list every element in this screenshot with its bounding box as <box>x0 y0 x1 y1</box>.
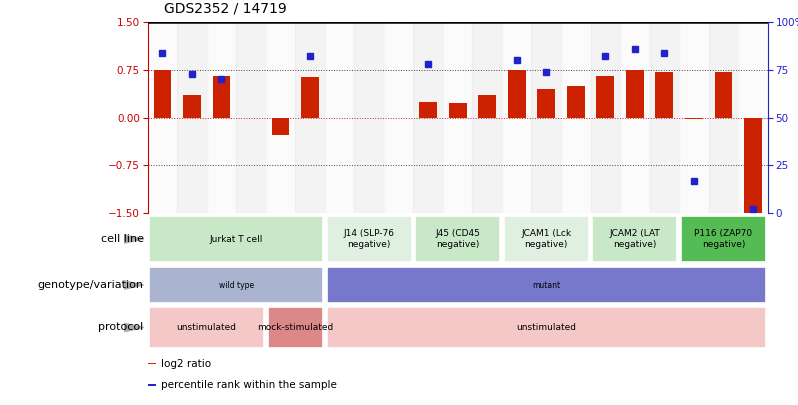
Bar <box>561 22 591 213</box>
Bar <box>177 22 207 213</box>
Bar <box>738 22 768 213</box>
Bar <box>266 22 295 213</box>
Text: unstimulated: unstimulated <box>516 323 576 332</box>
Bar <box>301 77 319 117</box>
Bar <box>472 22 502 213</box>
Bar <box>620 22 650 213</box>
Bar <box>478 95 496 117</box>
Polygon shape <box>124 323 144 332</box>
Text: JCAM1 (Lck
negative): JCAM1 (Lck negative) <box>521 229 571 249</box>
Bar <box>448 104 467 117</box>
Bar <box>148 384 156 386</box>
Bar <box>148 363 156 364</box>
Bar <box>744 117 762 213</box>
Bar <box>236 22 266 213</box>
Bar <box>419 102 437 117</box>
Bar <box>567 86 585 117</box>
Bar <box>685 117 703 119</box>
Bar <box>596 76 614 117</box>
Bar <box>508 70 526 117</box>
FancyBboxPatch shape <box>504 215 589 262</box>
Bar <box>626 70 644 117</box>
Text: J14 (SLP-76
negative): J14 (SLP-76 negative) <box>344 229 394 249</box>
Bar <box>148 22 177 213</box>
Bar <box>325 22 354 213</box>
FancyBboxPatch shape <box>326 267 766 303</box>
Bar <box>502 22 531 213</box>
Text: percentile rank within the sample: percentile rank within the sample <box>161 380 337 390</box>
Bar <box>271 117 290 135</box>
Polygon shape <box>124 235 144 243</box>
Text: Jurkat T cell: Jurkat T cell <box>210 234 263 243</box>
Text: wild type: wild type <box>219 281 254 290</box>
Polygon shape <box>124 281 144 289</box>
FancyBboxPatch shape <box>149 267 323 303</box>
FancyBboxPatch shape <box>326 307 766 348</box>
FancyBboxPatch shape <box>149 307 264 348</box>
Text: protocol: protocol <box>98 322 144 333</box>
Text: P116 (ZAP70
negative): P116 (ZAP70 negative) <box>694 229 753 249</box>
Bar <box>655 72 674 117</box>
Text: unstimulated: unstimulated <box>176 323 237 332</box>
Text: JCAM2 (LAT
negative): JCAM2 (LAT negative) <box>610 229 660 249</box>
Bar <box>591 22 620 213</box>
FancyBboxPatch shape <box>326 215 412 262</box>
Text: genotype/variation: genotype/variation <box>38 280 144 290</box>
Text: mock-stimulated: mock-stimulated <box>257 323 334 332</box>
Bar <box>207 22 236 213</box>
FancyBboxPatch shape <box>681 215 766 262</box>
Text: J45 (CD45
negative): J45 (CD45 negative) <box>435 229 480 249</box>
Bar <box>153 70 172 117</box>
Bar <box>295 22 325 213</box>
Bar <box>384 22 413 213</box>
Bar <box>183 95 201 117</box>
FancyBboxPatch shape <box>267 307 323 348</box>
Text: mutant: mutant <box>532 281 560 290</box>
FancyBboxPatch shape <box>415 215 500 262</box>
FancyBboxPatch shape <box>149 215 323 262</box>
Text: log2 ratio: log2 ratio <box>161 358 211 369</box>
Text: GDS2352 / 14719: GDS2352 / 14719 <box>164 2 286 16</box>
Bar <box>413 22 443 213</box>
FancyBboxPatch shape <box>592 215 678 262</box>
Bar <box>537 89 555 117</box>
Bar <box>714 72 733 117</box>
Bar <box>531 22 561 213</box>
Bar <box>650 22 679 213</box>
Bar <box>212 76 231 117</box>
Text: cell line: cell line <box>101 234 144 244</box>
Bar <box>679 22 709 213</box>
Bar <box>443 22 472 213</box>
Bar <box>709 22 738 213</box>
Bar <box>354 22 384 213</box>
